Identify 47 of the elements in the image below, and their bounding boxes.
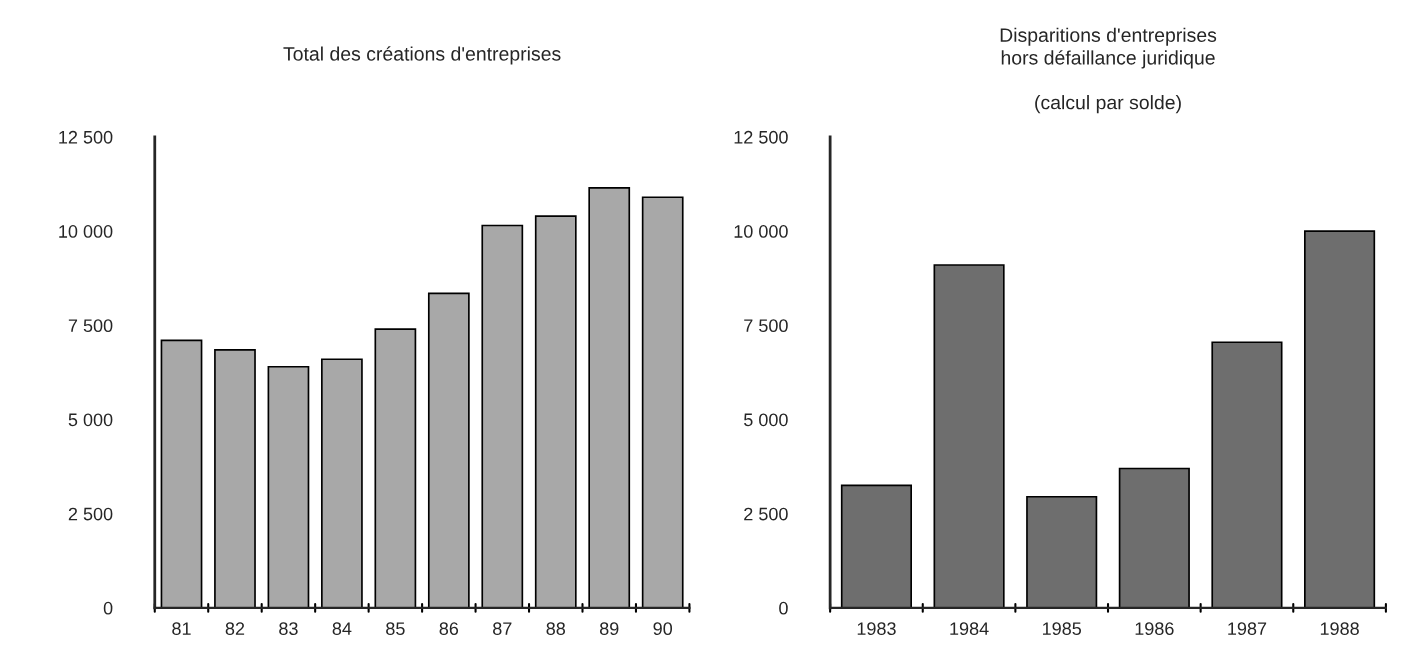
bar	[160, 339, 203, 608]
x-tick-label: 82	[225, 622, 245, 636]
x-tick-label: 87	[493, 622, 512, 636]
y-tick-label: 5 000	[68, 413, 113, 427]
bar	[588, 186, 631, 608]
y-tick-label: 12 500	[59, 130, 113, 144]
y-tick-label: 2 500	[744, 507, 788, 521]
chart-title: Disparitions d'entreprises hors défaillance juridique	[1000, 27, 1217, 69]
bar	[1026, 495, 1098, 608]
x-tick-label: 81	[172, 622, 191, 636]
bar	[1118, 467, 1190, 608]
x-tick-label: 1986	[1135, 622, 1174, 636]
bar	[427, 292, 470, 608]
x-tick-label: 83	[279, 622, 298, 636]
x-tick-label: 90	[653, 622, 673, 636]
y-tick-label: 7 500	[68, 319, 113, 333]
x-tick-label: 1988	[1320, 622, 1359, 636]
y-tick-label: 0	[779, 601, 788, 615]
chart-subtitle: (calcul par solde)	[1035, 95, 1181, 114]
bar	[374, 328, 417, 608]
bar	[321, 358, 363, 608]
y-tick-label: 5 000	[744, 413, 788, 427]
bar	[1211, 341, 1283, 608]
bar	[267, 365, 310, 608]
x-tick-label: 1987	[1228, 622, 1267, 636]
bar	[933, 264, 1005, 608]
bar	[534, 215, 577, 608]
y-tick-label: 2 500	[68, 507, 113, 521]
y-tick-label: 10 000	[59, 225, 113, 238]
bar	[1304, 230, 1376, 608]
x-tick-label: 88	[546, 622, 566, 636]
x-tick-label: 84	[332, 622, 352, 636]
bar	[840, 484, 913, 608]
y-tick-label: 7 500	[744, 319, 788, 333]
bar	[641, 196, 684, 608]
x-tick-label: 1984	[950, 622, 989, 636]
chart-title: Total des créations d'entreprises	[283, 46, 561, 65]
y-tick-label: 12 500	[734, 130, 788, 144]
y-tick-label: 10 000	[734, 225, 788, 238]
bar	[214, 348, 256, 608]
x-tick-label: 89	[599, 622, 619, 636]
x-tick-label: 1985	[1042, 622, 1082, 636]
y-tick-label: 0	[103, 601, 113, 615]
x-tick-label: 86	[439, 622, 459, 636]
x-tick-label: 85	[386, 622, 405, 636]
x-tick-label: 1983	[857, 622, 896, 636]
bar	[481, 224, 524, 608]
